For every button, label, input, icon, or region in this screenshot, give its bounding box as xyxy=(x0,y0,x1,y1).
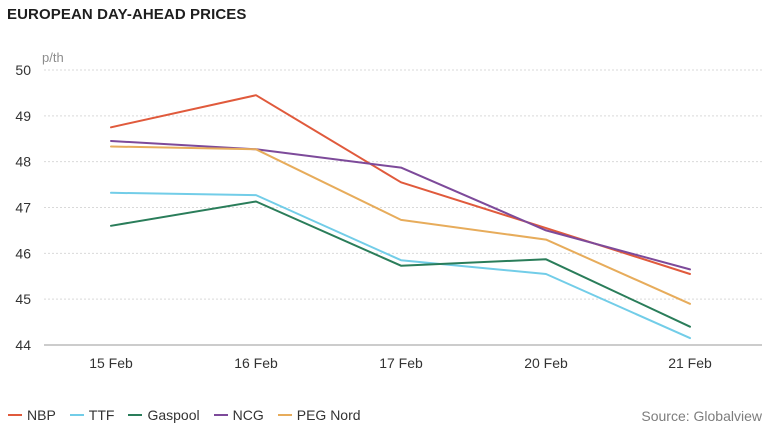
series-line-ncg xyxy=(110,140,691,271)
legend-item-gaspool: Gaspool xyxy=(128,407,200,423)
y-tick-label: 50 xyxy=(15,62,31,78)
y-tick-label: 47 xyxy=(15,200,31,216)
series-line-gaspool xyxy=(110,200,691,328)
x-tick-label: 16 Feb xyxy=(234,355,278,371)
legend-item-ncg: NCG xyxy=(213,407,264,423)
series-line-ttf xyxy=(110,191,691,340)
legend-swatch xyxy=(213,414,228,416)
legend-item-nbp: NBP xyxy=(8,407,56,423)
chart-title: EUROPEAN DAY-AHEAD PRICES xyxy=(7,6,247,23)
legend-label: PEG Nord xyxy=(296,407,361,423)
x-tick-label: 17 Feb xyxy=(379,355,423,371)
series-line-nbp xyxy=(110,94,691,275)
y-tick-label: 46 xyxy=(15,245,31,261)
legend-label: NCG xyxy=(232,407,264,423)
legend-label: TTF xyxy=(88,407,115,423)
legend-item-ttf: TTF xyxy=(69,407,115,423)
legend-item-peg-nord: PEG Nord xyxy=(277,407,361,423)
chart-legend: NBP TTF Gaspool NCG PEG Nord xyxy=(8,407,361,423)
legend-swatch xyxy=(69,414,84,416)
x-tick-label: 20 Feb xyxy=(524,355,568,371)
y-tick-label: 44 xyxy=(15,337,31,353)
y-tick-label: 48 xyxy=(15,154,31,170)
legend-swatch xyxy=(8,414,22,416)
legend-swatch xyxy=(277,414,292,416)
x-tick-label: 15 Feb xyxy=(89,355,133,371)
legend-label: Gaspool xyxy=(147,407,200,423)
x-tick-label: 21 Feb xyxy=(668,355,712,371)
source-note: Source: Globalview xyxy=(641,408,762,424)
y-tick-label: 45 xyxy=(15,291,31,307)
legend-swatch xyxy=(128,414,143,416)
y-axis-unit-label: p/th xyxy=(42,50,64,65)
series-line-peg-nord xyxy=(110,145,691,305)
y-tick-label: 49 xyxy=(15,108,31,124)
legend-label: NBP xyxy=(27,407,56,423)
